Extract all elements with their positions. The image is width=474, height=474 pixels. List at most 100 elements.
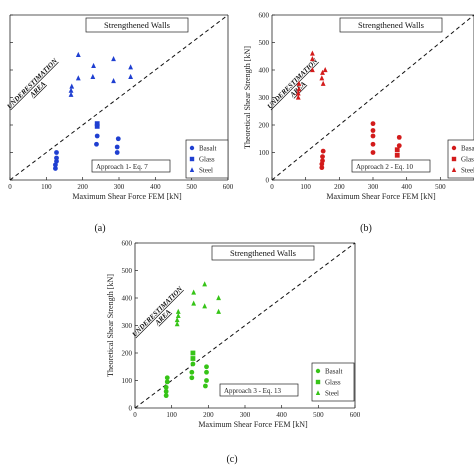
approach-box [351,159,431,173]
data-point [320,80,326,86]
data-point [319,75,325,81]
area-label-line-1: UNDERESTIMATION [266,56,320,110]
x-axis-label: Maximum Shear Force FEM [kN] [72,192,182,201]
data-point [370,121,376,127]
legend-marker [451,145,457,151]
data-point [203,383,208,389]
x-tick-label: 100 [300,183,311,191]
data-point [68,87,74,93]
y-tick-label: 500 [122,267,133,275]
data-point [310,56,315,62]
data-point [191,289,197,295]
data-point [370,128,376,133]
data-point [216,295,221,301]
x-tick-label: 600 [223,183,234,191]
series-basalt [319,121,402,171]
legend-label: Steel [461,167,474,175]
x-tick-label: 400 [150,183,161,191]
data-point [296,80,302,86]
data-point [163,393,169,399]
data-point [94,141,99,147]
chart-panel-b: 0 100 200 300 400 500 0 100 200 300 400 500 600 Maxim… [243,12,474,234]
chart-title: Strengthened Walls [230,248,296,258]
data-point [190,356,196,361]
approach-box [219,383,299,397]
data-point [396,134,402,140]
data-point [174,317,180,323]
chart-panel-a: 0 100 200 300 400 500 600 Maximum Shear Force F… [5,14,234,234]
data-point [115,136,121,142]
y-tick-label: 500 [259,39,270,47]
data-point [216,308,221,314]
legend-label: Steel [199,167,213,175]
x-tick-label: 0 [133,411,137,419]
legend-marker [189,145,195,151]
y-tick-label: 400 [259,67,270,75]
legend-label: Glass [199,156,215,164]
data-point [53,166,58,171]
data-point [90,73,96,80]
data-point [396,143,402,149]
data-point [320,69,325,75]
data-point [94,123,100,129]
panel-label: (b) [360,223,372,234]
y-tick-label: 600 [259,12,270,20]
data-point [191,300,197,306]
y-axis-label: Theoretical Shear Strength [kN] [243,46,252,149]
data-point [296,86,302,92]
y-tick-label: 400 [122,295,133,303]
approach-box [91,159,171,173]
legend-marker [189,156,195,162]
legend-label: Basalt [325,368,343,376]
reference-line-y-equals-x [134,242,356,409]
data-point [54,150,59,155]
legend-marker [315,390,321,395]
approach-label: Approach 1- Eq. 7 [96,163,148,171]
data-point [189,369,195,375]
legend-label: Glass [325,379,341,387]
data-point [111,78,116,84]
y-tick-label: 100 [259,149,270,157]
x-tick-label: 100 [166,411,177,419]
data-point [370,133,376,139]
data-point [322,67,328,73]
area-label-line-1: UNDERESTIMATION [5,56,59,110]
series-glass [394,147,400,158]
reference-line-y-equals-x [9,14,229,181]
data-point [128,64,134,70]
data-point [175,308,181,314]
data-point [69,83,75,89]
data-point [75,51,81,58]
series-steel [68,51,134,97]
reference-line-y-equals-x [271,14,474,181]
y-tick-label: 200 [122,350,133,358]
x-tick-label: 500 [186,183,197,191]
chart-title: Strengthened Walls [104,20,170,30]
x-tick-label: 400 [401,183,412,191]
legend-marker [189,167,195,172]
data-point [189,375,195,381]
data-point [164,375,170,381]
area-label-line-1: UNDERESTIMATION [131,284,185,338]
data-point [295,90,301,96]
data-point [204,369,209,375]
data-point [114,144,120,150]
x-tick-label: 200 [203,411,214,419]
legend-label: Steel [325,390,339,398]
x-tick-label: 100 [41,183,52,191]
chart-panel-c: 0 100 200 300 400 500 600 0 100 200 300 400 500 600 Ma… [106,240,361,466]
y-tick-label: 0 [129,405,133,413]
y-axis-label: Theoretical Shear Strength [kN] [106,274,115,377]
x-axis-label: Maximum Shear Force FEM [kN] [198,420,308,429]
x-tick-label: 200 [77,183,88,191]
data-point [202,303,208,309]
data-point [68,91,74,97]
title-box [211,245,315,261]
data-point [202,281,208,287]
x-tick-label: 300 [368,183,379,191]
data-point [174,321,180,327]
data-point [370,141,376,147]
y-tick-label: 600 [122,240,133,248]
